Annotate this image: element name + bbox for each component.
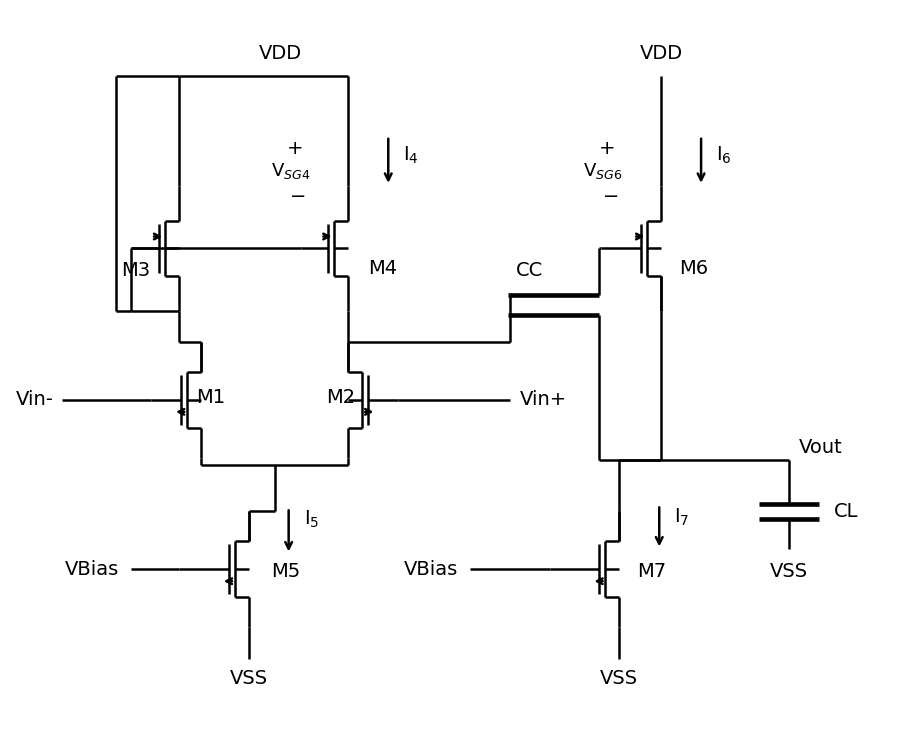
Text: CL: CL [834, 502, 858, 521]
Text: +: + [599, 140, 616, 158]
Text: M1: M1 [196, 388, 226, 407]
Text: −: − [290, 187, 307, 206]
Text: VSS: VSS [230, 670, 268, 688]
Text: M7: M7 [637, 562, 666, 581]
Text: I$_4$: I$_4$ [403, 145, 419, 166]
Text: M3: M3 [121, 261, 151, 280]
Text: CC: CC [516, 261, 543, 280]
Text: M4: M4 [368, 259, 397, 278]
Text: −: − [603, 187, 620, 206]
Text: I$_5$: I$_5$ [304, 509, 319, 530]
Text: I$_7$: I$_7$ [674, 506, 689, 528]
Text: V$_{SG4}$: V$_{SG4}$ [271, 161, 310, 181]
Text: Vout: Vout [799, 438, 843, 457]
Text: I$_6$: I$_6$ [716, 145, 732, 166]
Text: Vin-: Vin- [16, 390, 53, 409]
Text: M5: M5 [271, 562, 300, 581]
Text: +: + [287, 140, 304, 158]
Text: VBias: VBias [404, 560, 458, 578]
Text: M2: M2 [326, 388, 355, 407]
Text: M6: M6 [679, 259, 709, 278]
Text: VBias: VBias [65, 560, 119, 578]
Text: VDD: VDD [640, 43, 683, 62]
Text: VSS: VSS [769, 562, 808, 581]
Text: V$_{SG6}$: V$_{SG6}$ [583, 161, 622, 181]
Text: VDD: VDD [259, 43, 302, 62]
Text: Vin+: Vin+ [520, 390, 567, 409]
Text: VSS: VSS [600, 670, 638, 688]
